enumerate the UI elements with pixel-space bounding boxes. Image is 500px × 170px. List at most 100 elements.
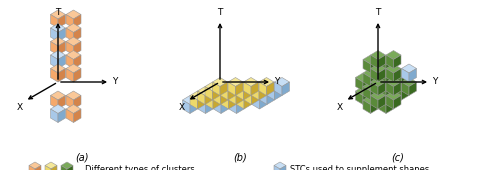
Polygon shape	[356, 91, 363, 105]
Polygon shape	[402, 73, 409, 87]
Polygon shape	[274, 82, 282, 96]
Polygon shape	[386, 69, 394, 82]
Polygon shape	[50, 109, 58, 123]
Polygon shape	[66, 37, 81, 46]
Polygon shape	[244, 87, 259, 96]
Text: STCs used to supplement shapes: STCs used to supplement shapes	[290, 165, 429, 170]
Polygon shape	[378, 55, 394, 64]
Polygon shape	[198, 87, 212, 96]
Text: T: T	[218, 8, 222, 17]
Polygon shape	[50, 91, 66, 100]
Polygon shape	[251, 82, 258, 96]
Polygon shape	[363, 55, 378, 64]
Polygon shape	[371, 78, 378, 91]
Polygon shape	[370, 91, 386, 100]
Text: T: T	[376, 8, 380, 17]
Polygon shape	[58, 96, 66, 109]
Polygon shape	[363, 82, 378, 91]
Polygon shape	[198, 100, 205, 114]
Polygon shape	[66, 91, 81, 100]
Polygon shape	[260, 87, 274, 96]
Polygon shape	[221, 91, 236, 100]
Polygon shape	[66, 96, 74, 109]
Text: X: X	[337, 103, 343, 112]
Polygon shape	[386, 100, 394, 114]
Polygon shape	[61, 166, 67, 170]
Polygon shape	[51, 166, 57, 170]
Polygon shape	[386, 50, 401, 59]
Polygon shape	[259, 82, 266, 96]
Polygon shape	[66, 28, 74, 41]
Polygon shape	[221, 100, 228, 114]
Polygon shape	[394, 87, 402, 100]
Polygon shape	[363, 91, 370, 105]
Polygon shape	[228, 91, 236, 105]
Polygon shape	[74, 14, 81, 28]
Polygon shape	[205, 87, 212, 100]
Polygon shape	[386, 91, 401, 100]
Polygon shape	[50, 41, 58, 55]
Polygon shape	[229, 100, 236, 114]
Polygon shape	[386, 59, 394, 73]
Text: Different types of clusters: Different types of clusters	[85, 165, 195, 170]
Polygon shape	[378, 78, 386, 91]
Polygon shape	[371, 87, 386, 96]
Polygon shape	[66, 109, 74, 123]
Polygon shape	[58, 14, 66, 28]
Polygon shape	[370, 69, 378, 82]
Polygon shape	[274, 78, 289, 87]
Polygon shape	[236, 82, 243, 96]
Polygon shape	[378, 82, 394, 91]
Polygon shape	[386, 55, 394, 69]
Polygon shape	[50, 23, 66, 32]
Polygon shape	[190, 91, 205, 100]
Polygon shape	[378, 96, 394, 105]
Polygon shape	[386, 73, 402, 82]
Polygon shape	[394, 69, 409, 78]
Polygon shape	[66, 41, 74, 55]
Polygon shape	[228, 82, 235, 96]
Polygon shape	[205, 91, 212, 105]
Polygon shape	[409, 69, 416, 82]
Polygon shape	[58, 109, 66, 123]
Polygon shape	[206, 100, 213, 114]
Text: X: X	[179, 103, 185, 112]
Polygon shape	[370, 55, 378, 69]
Polygon shape	[236, 82, 251, 91]
Polygon shape	[220, 82, 228, 96]
Polygon shape	[409, 82, 416, 96]
Polygon shape	[386, 73, 394, 87]
Polygon shape	[50, 69, 58, 82]
Polygon shape	[386, 64, 401, 73]
Text: (a): (a)	[75, 153, 89, 163]
Polygon shape	[214, 96, 228, 105]
Text: Y: Y	[112, 78, 117, 87]
Polygon shape	[370, 78, 386, 87]
Polygon shape	[67, 166, 73, 170]
Polygon shape	[259, 87, 266, 100]
Polygon shape	[236, 100, 244, 114]
Polygon shape	[74, 69, 81, 82]
Polygon shape	[61, 162, 73, 169]
Polygon shape	[252, 96, 260, 109]
Polygon shape	[370, 64, 386, 73]
Polygon shape	[363, 69, 378, 78]
Polygon shape	[212, 82, 220, 96]
Polygon shape	[50, 14, 58, 28]
Polygon shape	[378, 82, 386, 96]
Polygon shape	[274, 166, 280, 170]
Polygon shape	[190, 96, 198, 109]
Polygon shape	[378, 87, 386, 100]
Polygon shape	[363, 78, 370, 91]
Polygon shape	[356, 87, 370, 96]
Polygon shape	[236, 96, 244, 109]
Polygon shape	[229, 96, 244, 105]
Polygon shape	[363, 59, 370, 73]
Polygon shape	[394, 82, 401, 96]
Polygon shape	[213, 91, 220, 105]
Polygon shape	[236, 87, 244, 100]
Polygon shape	[282, 82, 290, 96]
Polygon shape	[244, 87, 251, 100]
Polygon shape	[267, 87, 274, 100]
Polygon shape	[378, 100, 386, 114]
